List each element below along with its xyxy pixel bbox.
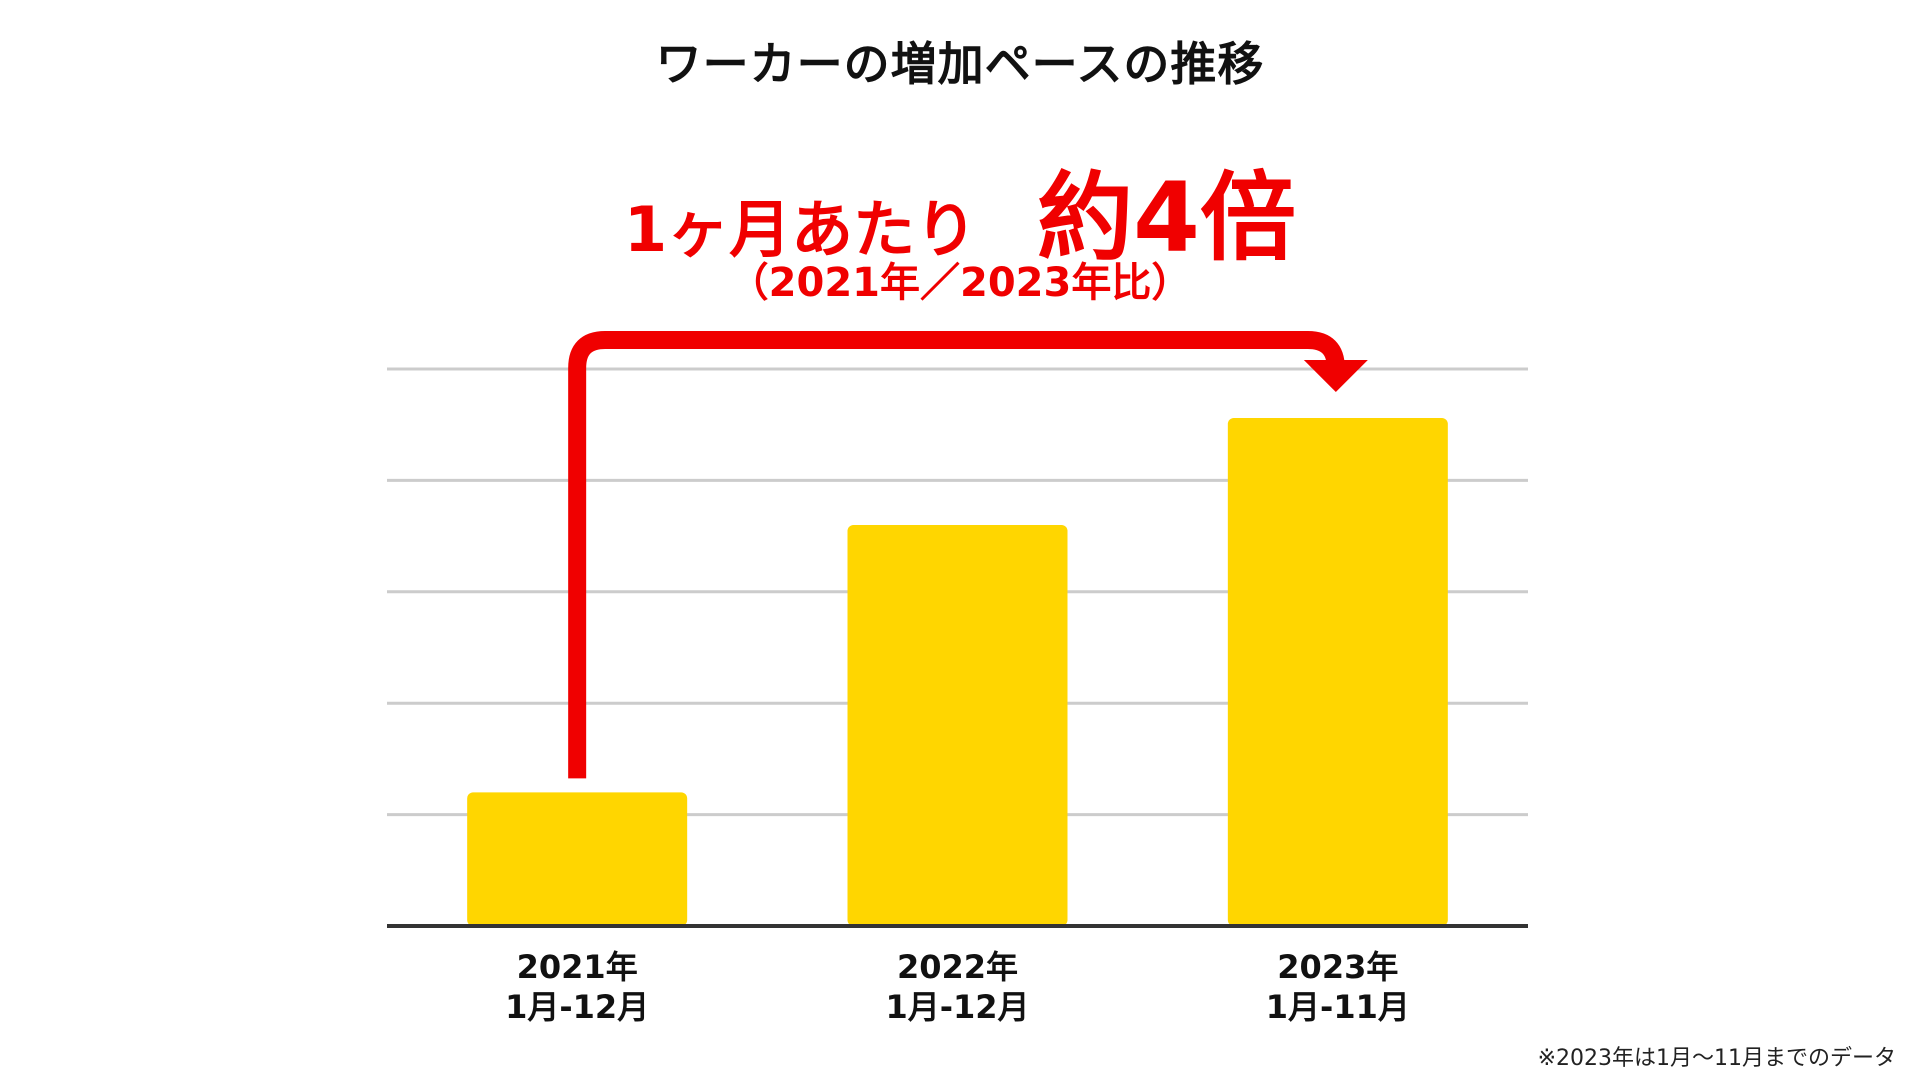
x-tick-label: 2023年 1月-11月 bbox=[1266, 948, 1410, 1026]
chart-title: ワーカーの増加ペースの推移 bbox=[655, 37, 1265, 91]
headline-value: 約4倍 bbox=[1037, 162, 1296, 274]
bar bbox=[467, 792, 688, 926]
x-tick-label: 2021年 1月-12月 bbox=[505, 948, 649, 1026]
x-tick-label: 2022年 1月-12月 bbox=[885, 948, 1029, 1026]
headline: 1ヶ月あたり 約4倍 bbox=[0, 140, 1920, 279]
footnote: ※2023年は1月〜11月までのデータ bbox=[1537, 1046, 1896, 1071]
headline-lead: 1ヶ月あたり bbox=[624, 193, 978, 266]
growth-arrow bbox=[568, 331, 1345, 779]
growth-arrow-head bbox=[1303, 360, 1368, 393]
subheadline: （2021年／2023年比） bbox=[728, 260, 1192, 306]
bar bbox=[1227, 418, 1448, 926]
bar bbox=[847, 524, 1068, 926]
